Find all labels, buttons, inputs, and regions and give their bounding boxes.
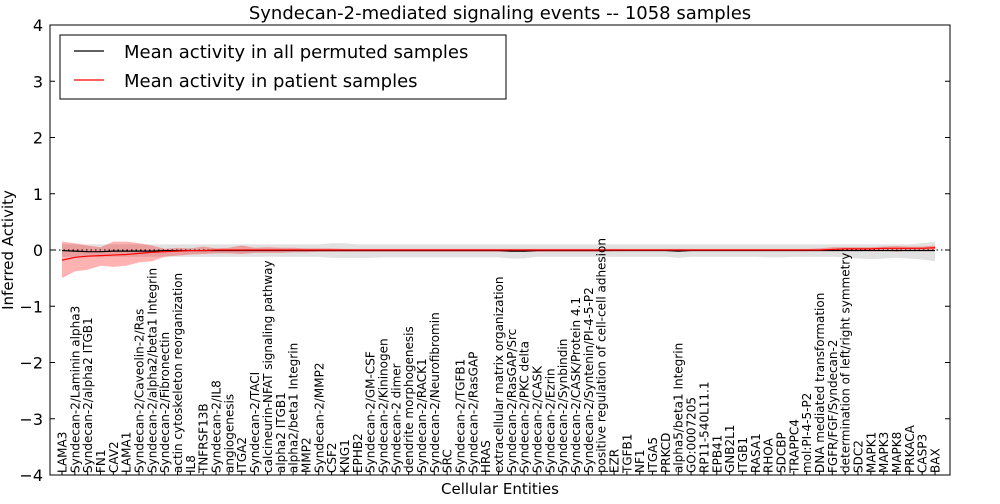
x-tick-label: mol:PI-4-5-P2 <box>800 393 814 473</box>
x-tick-label: Syndecan-2/Laminin alpha3 <box>68 306 82 473</box>
x-tick-label: Syndecan-2/TACI <box>248 372 262 473</box>
x-tick-label: extracellular matrix organization <box>492 277 506 474</box>
legend: Mean activity in all permuted samples Me… <box>59 34 507 100</box>
x-tick-label: MAPK8 <box>890 432 904 473</box>
x-tick-label: alpha5/beta1 Integrin <box>672 343 686 473</box>
y-tick-label: 1 <box>33 185 43 204</box>
x-tick-label: ITGB1 <box>736 437 750 473</box>
x-tick-label: angiogenesis <box>222 394 236 473</box>
x-tick-label: actin cytoskeleton reorganization <box>171 273 185 473</box>
legend-label-permuted: Mean activity in all permuted samples <box>124 42 468 63</box>
x-tick-label: Syndecan-2/PKC delta <box>518 341 532 473</box>
x-tick-label: calcineurin-NFAT signaling pathway <box>261 260 275 473</box>
x-tick-label: Syndecan-2/Caveolin-2/Ras <box>133 309 147 473</box>
x-tick-label: PRKCD <box>659 433 673 473</box>
x-tick-label: Syndecan-2 dimer <box>389 363 403 473</box>
x-tick-label: TGFB1 <box>620 434 634 474</box>
x-tick-label: NF1 <box>633 449 647 473</box>
x-axis-label: Cellular Entities <box>441 480 559 498</box>
y-tick-label: 4 <box>33 16 43 35</box>
x-tick-label: CSF2 <box>325 442 339 473</box>
x-tick-label: Syndecan-2/alpha2/beta1 Integrin <box>145 268 159 473</box>
x-tick-label: PRKACA <box>903 424 917 473</box>
x-tick-label: DNA mediated transformation <box>813 293 827 473</box>
x-tick-label: Syndecan-2/TGFB1 <box>453 359 467 473</box>
x-tick-label: ITGA2 <box>235 437 249 473</box>
x-tick-label: Syndecan-2/RasGAP <box>466 352 480 473</box>
x-tick-label: GO:0007205 <box>685 397 699 473</box>
y-tick-label: 3 <box>33 72 43 91</box>
x-tick-label: Syndecan-2/GM-CSF <box>364 351 378 473</box>
y-tick-label: −1 <box>19 297 43 316</box>
x-tick-label: EPB41 <box>710 435 724 473</box>
chart-title: Syndecan-2-mediated signaling events -- … <box>249 3 751 24</box>
x-tick-label: FN1 <box>94 449 108 473</box>
x-tick-label: Syndecan-2/CASK <box>531 365 545 473</box>
x-tick-label: Syndecan-2/Syntenin/PI-4-5-P2 <box>582 287 596 473</box>
y-tick-label: −4 <box>19 466 43 485</box>
x-tick-label: positive regulation of cell-cell adhesio… <box>595 238 609 473</box>
x-tick-label: Syndecan-2/Fibronectin <box>158 332 172 473</box>
x-tick-label: alpha2 ITGB1 <box>274 392 288 473</box>
x-tick-label: LAMA1 <box>120 432 134 473</box>
y-tick-label: 0 <box>33 241 43 260</box>
legend-label-patient: Mean activity in patient samples <box>124 71 418 92</box>
x-tick-label: SDC2 <box>851 440 865 473</box>
permuted-band <box>62 241 935 262</box>
patient-mean-line <box>61 247 936 261</box>
x-tick-label: Syndecan-2/Synbindin <box>556 339 570 473</box>
x-tick-label: SDCBP <box>774 432 788 473</box>
x-tick-label: Syndecan-2/Ezrin <box>543 368 557 473</box>
x-tick-label: TRAPPC4 <box>787 419 801 474</box>
x-tick-label: Syndecan-2/RasGAP/Src <box>505 329 519 473</box>
x-tick-label: IL8 <box>184 455 198 473</box>
x-tick-label: BAX <box>929 448 943 473</box>
x-tick-label: alpha2/beta1 Integrin <box>287 343 301 473</box>
x-tick-label: FGFR/FGF/Syndecan-2 <box>826 340 840 473</box>
x-tick-label: dendrite morphogenesis <box>402 326 416 473</box>
x-tick-label: Syndecan-2/IL8 <box>210 380 224 473</box>
x-tick-label: RASA1 <box>749 433 763 473</box>
y-tick-label: 2 <box>33 129 43 148</box>
x-tick-label: Syndecan-2/MMP2 <box>312 363 326 473</box>
x-tick-label: Syndecan-2/alpha2 ITGB1 <box>81 317 95 473</box>
x-tick-label: RHOA <box>762 437 776 473</box>
x-tick-label: EPHB2 <box>351 433 365 473</box>
y-tick-label: −2 <box>19 354 43 373</box>
x-tick-label: Syndecan-2/Neurofibromin <box>428 312 442 473</box>
x-tick-label: LAMA3 <box>56 432 70 473</box>
x-tick-label: CAV2 <box>107 441 121 473</box>
x-tick-label: SRC <box>441 449 455 473</box>
x-tick-label: Syndecan-2/Kininogen <box>376 338 390 473</box>
x-tick-label: HRAS <box>479 440 493 473</box>
x-tick-label: RP11-540L11.1 <box>697 382 711 473</box>
x-tick-label: CASP3 <box>916 434 930 473</box>
x-tick-label: Syndecan-2/RACK1 <box>415 358 429 473</box>
x-tick-label: MAPK3 <box>877 432 891 473</box>
y-tick-label: −3 <box>19 410 43 429</box>
x-tick-label: Syndecan-2/CASK/Protein 4.1 <box>569 297 583 473</box>
x-tick-label: KNG1 <box>338 439 352 473</box>
x-tick-label: EZR <box>608 449 622 473</box>
x-tick-label: MAPK1 <box>864 432 878 473</box>
y-axis-label: Inferred Activity <box>0 190 17 310</box>
x-tick-label: TNFRSF13B <box>197 403 211 474</box>
x-tick-label: determination of left/right symmetry <box>839 253 853 473</box>
x-tick-label: GNB2L1 <box>723 425 737 473</box>
x-tick-label: MMP2 <box>299 437 313 473</box>
x-tick-label: ITGA5 <box>646 437 660 473</box>
